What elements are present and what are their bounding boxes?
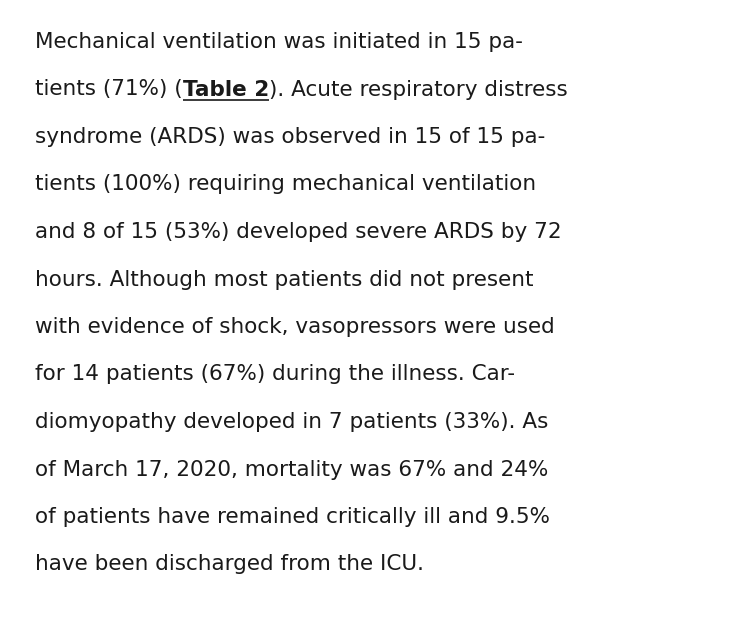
Text: and 8 of 15 (53%) developed severe ARDS by 72: and 8 of 15 (53%) developed severe ARDS … [35, 222, 562, 242]
Text: Table 2: Table 2 [183, 79, 268, 100]
Text: diomyopathy developed in 7 patients (33%). As: diomyopathy developed in 7 patients (33%… [35, 412, 548, 432]
Text: of patients have remained critically ill and 9.5%: of patients have remained critically ill… [35, 507, 550, 527]
Text: tients (71%) (: tients (71%) ( [35, 79, 183, 100]
Text: of March 17, 2020, mortality was 67% and 24%: of March 17, 2020, mortality was 67% and… [35, 460, 548, 479]
Text: hours. Although most patients did not present: hours. Although most patients did not pr… [35, 269, 533, 290]
Text: tients (100%) requiring mechanical ventilation: tients (100%) requiring mechanical venti… [35, 175, 536, 194]
Text: ). Acute respiratory distress: ). Acute respiratory distress [268, 79, 568, 100]
Text: syndrome (ARDS) was observed in 15 of 15 pa-: syndrome (ARDS) was observed in 15 of 15… [35, 127, 545, 147]
Text: Mechanical ventilation was initiated in 15 pa-: Mechanical ventilation was initiated in … [35, 32, 523, 52]
Text: have been discharged from the ICU.: have been discharged from the ICU. [35, 554, 424, 575]
Text: for 14 patients (67%) during the illness. Car-: for 14 patients (67%) during the illness… [35, 364, 515, 385]
Text: with evidence of shock, vasopressors were used: with evidence of shock, vasopressors wer… [35, 317, 555, 337]
